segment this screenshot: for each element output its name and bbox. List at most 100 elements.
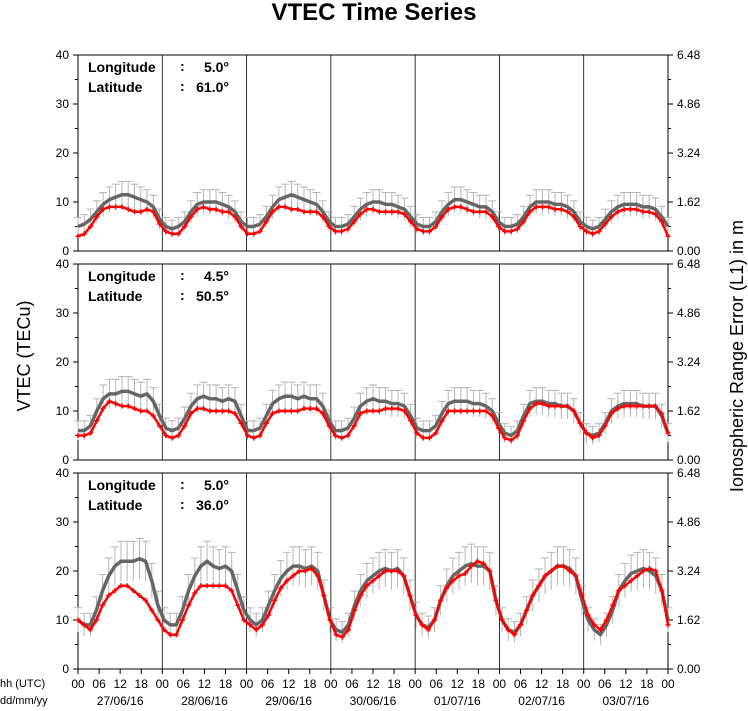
colon: :	[180, 78, 185, 94]
latitude-value: 50.5°	[196, 288, 229, 304]
data-point	[155, 617, 161, 623]
data-point	[253, 627, 259, 633]
y-tick-label-left: 20	[56, 564, 70, 578]
data-point	[244, 231, 250, 237]
data-point	[182, 423, 188, 429]
y-tick-label-left: 30	[56, 515, 70, 529]
x-axis: 00 06 12 18 00 06 12 18 00 06 12 18 00 06 12 18 00 06 12 18…	[71, 669, 675, 708]
data-point	[257, 433, 263, 438]
data-point	[302, 568, 308, 574]
data-point	[456, 573, 462, 579]
y-tick-label-right: 3.24	[677, 564, 701, 578]
data-point	[382, 568, 388, 574]
data-point	[295, 408, 301, 414]
data-point	[175, 433, 181, 438]
data-point	[226, 408, 232, 414]
data-point	[201, 204, 207, 210]
y-tick-label-right: 0.00	[677, 453, 701, 467]
data-point	[270, 410, 276, 416]
longitude-label: Longitude	[88, 477, 156, 493]
y-tick-label-left: 40	[56, 466, 70, 480]
data-point	[332, 433, 338, 438]
latitude-label: Latitude	[88, 288, 143, 304]
data-point	[548, 568, 554, 574]
y-tick-label-left: 0	[62, 662, 69, 676]
data-point	[150, 209, 156, 215]
data-point	[75, 433, 81, 438]
data-point	[420, 228, 426, 234]
data-point	[125, 403, 131, 409]
panel-2: 0 0.00 10 1.62 20 3.24 30 4.86 40 6.48 Longitude: 4…	[56, 257, 701, 467]
data-point	[579, 593, 585, 598]
data-point	[577, 224, 583, 229]
series-grey	[74, 180, 672, 238]
panel-3: 0 0.00 10 1.62 20 3.24 30 4.86 40 6.48 Longitude: 5…	[56, 466, 701, 676]
data-point	[590, 231, 596, 237]
data-point	[238, 420, 244, 426]
data-point	[425, 627, 431, 633]
y-tick-label-left: 0	[62, 244, 69, 258]
data-point	[616, 588, 622, 594]
data-point	[420, 435, 426, 441]
data-point	[263, 420, 269, 426]
data-point	[179, 617, 185, 623]
data-point	[357, 211, 363, 217]
data-point	[138, 408, 144, 414]
data-point	[514, 433, 520, 438]
data-point	[452, 204, 458, 210]
data-point	[88, 430, 94, 436]
x-tick-label: 12	[366, 677, 380, 691]
data-point	[263, 219, 269, 225]
x-tick-label: 18	[303, 677, 317, 691]
data-point	[573, 573, 579, 579]
date-label: 29/06/16	[265, 694, 312, 708]
data-point	[464, 408, 470, 414]
data-point	[270, 209, 276, 215]
data-point	[213, 206, 219, 212]
data-point	[634, 403, 640, 409]
data-point	[106, 593, 112, 598]
data-point	[376, 209, 382, 215]
data-point	[489, 214, 495, 220]
x-axis-hour-label: hh (UTC)	[0, 678, 45, 690]
data-point	[175, 231, 181, 237]
data-point	[207, 206, 213, 212]
x-tick-label: 00	[156, 677, 170, 691]
data-point	[163, 228, 169, 234]
data-point	[481, 561, 487, 567]
longitude-value: 5.0°	[204, 477, 229, 493]
data-point	[201, 406, 207, 412]
data-point	[357, 410, 363, 416]
data-point	[149, 607, 155, 613]
data-point	[251, 231, 257, 237]
x-tick-label: 12	[113, 677, 127, 691]
data-point	[659, 219, 665, 225]
data-point	[527, 406, 533, 412]
data-point	[364, 583, 370, 589]
longitude-value: 4.5°	[204, 268, 229, 284]
latitude-label: Latitude	[88, 497, 143, 513]
data-point	[414, 430, 420, 436]
x-tick-label: 00	[577, 677, 591, 691]
location-info: Longitude: 5.0° Latitude:61.0°	[88, 58, 229, 95]
data-point	[150, 413, 156, 419]
data-point	[314, 406, 320, 412]
data-point	[161, 627, 167, 633]
data-point	[383, 209, 389, 215]
data-point	[502, 228, 508, 234]
data-point	[609, 214, 615, 220]
data-point	[585, 612, 591, 618]
data-point	[577, 420, 583, 426]
data-point	[93, 617, 99, 623]
data-point	[333, 632, 339, 638]
data-point	[565, 403, 571, 409]
data-point	[474, 558, 480, 564]
data-point	[278, 585, 284, 591]
data-point	[542, 573, 548, 579]
x-tick-label: 18	[640, 677, 654, 691]
x-tick-label: 12	[535, 677, 549, 691]
x-tick-label: 00	[408, 677, 422, 691]
data-point	[143, 597, 149, 603]
x-tick-label: 12	[198, 677, 212, 691]
y-tick-label-left: 10	[56, 404, 70, 418]
